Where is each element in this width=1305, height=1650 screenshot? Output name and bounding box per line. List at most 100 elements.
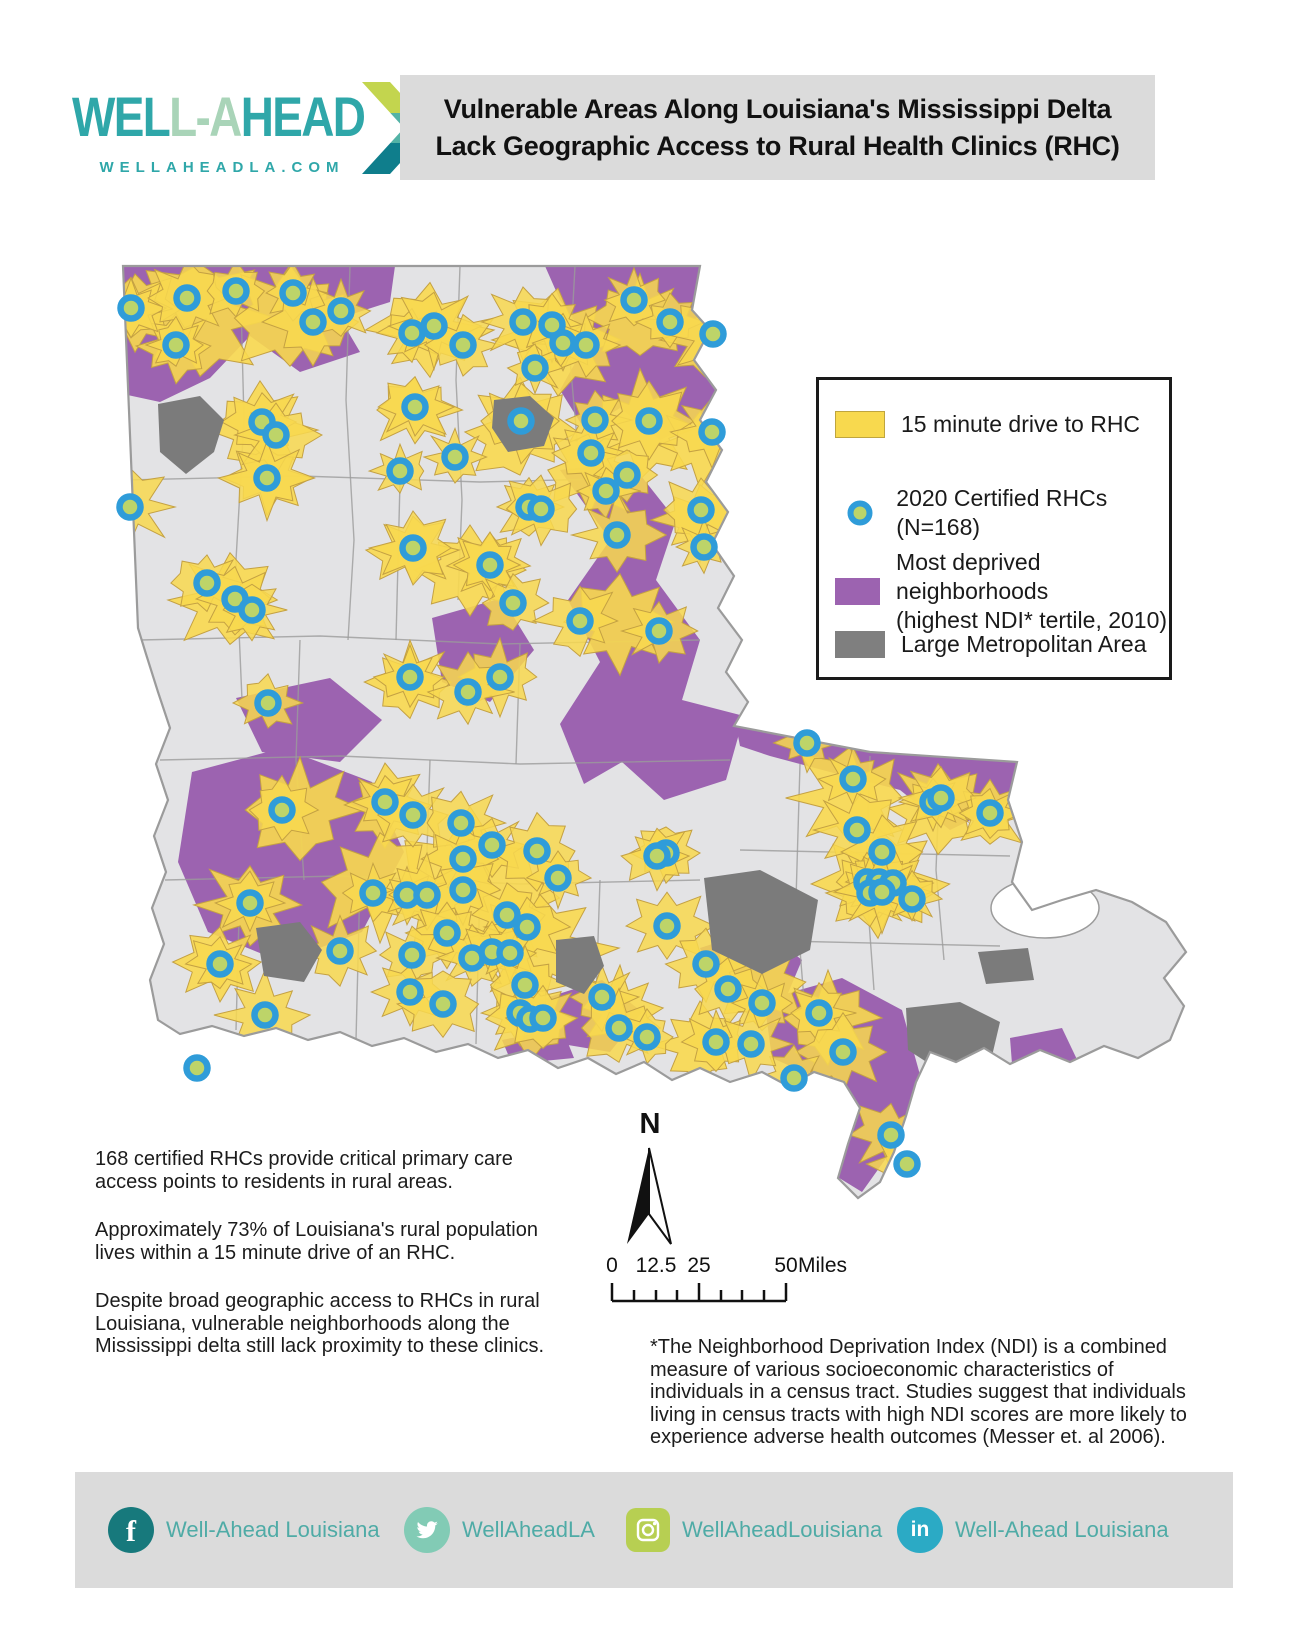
rhc-marker [116,493,144,521]
rhc-marker [254,689,282,717]
rhc-marker [603,521,631,549]
social-twitter[interactable]: WellAheadLA [404,1472,595,1588]
scale-unit: Miles [798,1254,848,1277]
rhc-marker [299,308,327,336]
rhc-marker [898,885,926,913]
rhc-marker [183,1054,211,1082]
rhc-marker [326,937,354,965]
rhc-marker [222,277,250,305]
rhc-marker [748,989,776,1017]
social-facebook[interactable]: f Well-Ahead Louisiana [108,1472,380,1588]
rhc-marker [645,617,673,645]
rhc-marker [653,912,681,940]
note-paragraph-3: Despite broad geographic access to RHCs … [95,1290,545,1357]
rhc-marker [633,1023,661,1051]
rhc-marker [449,331,477,359]
rhc-marker [699,320,727,348]
social-media-bar: f Well-Ahead Louisiana WellAheadLA WellA… [75,1472,1233,1588]
rhc-marker [877,1121,905,1149]
rhc-marker [843,816,871,844]
rhc-marker [173,284,201,312]
rhc-marker [413,881,441,909]
rhc-marker [206,950,234,978]
rhc-marker [449,845,477,873]
gray-swatch [835,630,885,658]
rhc-marker [805,999,833,1027]
rhc-marker [193,569,221,597]
rhc-marker [493,901,521,929]
rhc-marker [117,294,145,322]
rhc-marker [523,837,551,865]
rhc-marker [702,1028,730,1056]
scale-tick-25: 25 [687,1254,711,1277]
rhc-marker [780,1064,808,1092]
summary-notes: 168 certified RHCs provide critical prim… [95,1148,547,1384]
rhc-marker [420,312,448,340]
rhc-marker [449,876,477,904]
rhc-marker [327,297,355,325]
rhc-marker [976,799,1004,827]
rhc-marker [238,596,266,624]
title-line-2: Lack Geographic Access to Rural Health C… [435,130,1120,161]
rhc-marker [162,331,190,359]
rhc-marker [486,663,514,691]
rhc-marker [496,939,524,967]
scale-tick-0: 0 [606,1254,618,1277]
legend-item-drivetime: 15 minute drive to RHC [835,410,1140,439]
rhc-marker [396,663,424,691]
metro-area [158,396,224,474]
metro-area [978,948,1034,984]
metro-area [796,1100,842,1140]
rhc-marker [521,354,549,382]
rhc-marker [868,838,896,866]
rhc-marker [433,919,461,947]
social-instagram[interactable]: WellAheadLouisiana [626,1472,882,1588]
metro-area [704,870,818,974]
rhc-marker [401,393,429,421]
metro-area [556,936,604,994]
rhc-marker [635,407,663,435]
north-arrow-icon [648,1147,672,1245]
rhc-marker [478,831,506,859]
title-line-1: Vulnerable Areas Along Louisiana's Missi… [443,94,1112,125]
instagram-icon [626,1508,670,1552]
rhc-marker [687,496,715,524]
twitter-icon [404,1507,450,1553]
north-arrow-label: N [639,1108,661,1140]
rhc-marker [829,1038,857,1066]
rhc-marker [509,308,537,336]
facebook-icon: f [108,1507,154,1553]
rhc-marker [793,729,821,757]
rhc-marker [613,461,641,489]
rhc-marker [476,551,504,579]
rhc-marker [620,286,648,314]
note-paragraph-2: Approximately 73% of Louisiana's rural p… [95,1219,538,1264]
rhc-marker [454,678,482,706]
legend-item-deprived: Most deprived neighborhoods (highest NDI*… [835,548,1169,634]
rhc-marker [690,533,718,561]
rhc-marker [549,329,577,357]
yellow-swatch [835,410,885,438]
rhc-marker [513,913,541,941]
note-paragraph-1: 168 certified RHCs provide critical prim… [95,1148,513,1193]
rhc-marker [359,879,387,907]
legend-item-metro: Large Metropolitan Area [835,630,1147,659]
rhc-marker [499,589,527,617]
lake-pontchartrain [990,877,1100,939]
title-banner: Vulnerable Areas Along Louisiana's Missi… [400,75,1155,180]
rhc-marker [527,495,555,523]
rhc-marker [262,421,290,449]
rhc-marker [566,607,594,635]
rhc-marker [398,941,426,969]
rhc-marker [868,878,896,906]
rhc-marker [893,1150,921,1178]
map-legend: 15 minute drive to RHC 2020 Certified RH… [816,377,1172,680]
rhc-marker [511,971,539,999]
scale-tick-12-5: 12.5 [635,1254,677,1277]
social-linkedin[interactable]: in Well-Ahead Louisiana [897,1472,1169,1588]
scale-tick-50: 50 [774,1254,798,1277]
rhc-marker [572,331,600,359]
logo-wordmark: WELL-AHEAD [72,85,366,148]
rhc-marker [236,889,264,917]
